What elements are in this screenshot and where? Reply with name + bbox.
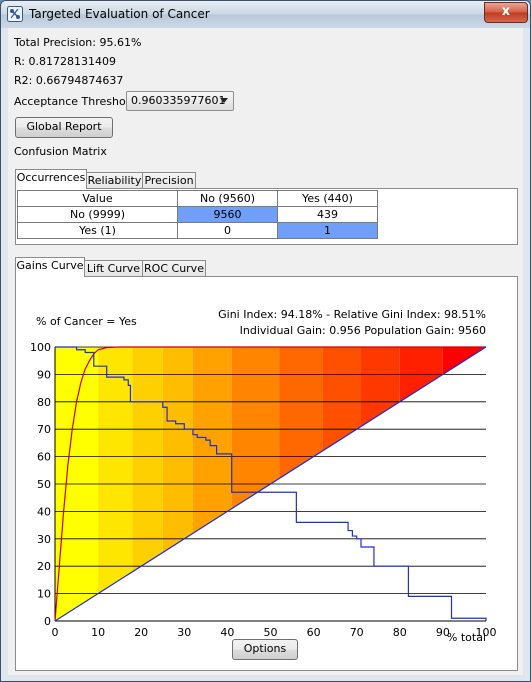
- window-title: Targeted Evaluation of Cancer: [29, 7, 210, 21]
- tab-occurrences[interactable]: Occurrences: [15, 169, 87, 189]
- y-tick-label: 60: [37, 451, 51, 464]
- tab-gains-curve[interactable]: Gains Curve: [15, 257, 85, 277]
- gain-band: [162, 347, 193, 553]
- gains-chart-panel: 0 10 20 30 40 50 60 70 80 90 100 0 10 20 30 40 50 60 70 80 9…: [15, 276, 518, 671]
- gain-info: Individual Gain: 0.956 Population Gain: …: [240, 324, 486, 337]
- series-line: [54, 346, 486, 622]
- cell-yes-yes[interactable]: 1: [277, 222, 378, 239]
- r2-value: R2: 0.66794874637: [14, 74, 124, 87]
- gain-band: [98, 347, 133, 594]
- y-axis-label: % of Cancer = Yes: [36, 315, 137, 328]
- tab-precision[interactable]: Precision: [142, 172, 196, 190]
- gain-band: [192, 347, 232, 534]
- gain-band: [361, 347, 400, 427]
- table-row: Yes (1) 0 1: [17, 222, 378, 239]
- y-tick-label: 40: [37, 505, 51, 518]
- y-tick-label: 20: [37, 560, 51, 573]
- x-tick-label: 100: [476, 626, 497, 639]
- app-icon: [7, 6, 23, 22]
- y-tick-label: 90: [37, 368, 51, 381]
- threshold-value: 0.960335977601: [131, 94, 226, 107]
- x-tick-label: 40: [220, 626, 234, 639]
- x-tick-label: 50: [264, 626, 278, 639]
- y-tick-label: 30: [37, 533, 51, 546]
- gain-band: [231, 347, 280, 509]
- global-report-button[interactable]: Global Report: [15, 117, 113, 138]
- title-bar[interactable]: Targeted Evaluation of Cancer x: [1, 1, 530, 28]
- close-button[interactable]: x: [484, 2, 528, 23]
- chevron-down-icon: [220, 98, 228, 103]
- options-button[interactable]: Options: [232, 639, 298, 660]
- cell-yes-no[interactable]: 0: [177, 222, 278, 239]
- gains-chart: 0 10 20 30 40 50 60 70 80 90 100 0 10 20 30 40 50 60 70 80 9…: [30, 308, 497, 644]
- table-row: No (9999) 9560 439: [17, 206, 378, 223]
- column-header-no: No (9560): [177, 190, 278, 207]
- cell-no-no[interactable]: 9560: [177, 206, 278, 223]
- y-tick-label: 50: [37, 478, 51, 491]
- tab-roc-curve[interactable]: ROC Curve: [142, 260, 206, 278]
- x-tick-label: 80: [393, 626, 407, 639]
- x-axis-label: % total: [447, 631, 486, 644]
- y-tick-label: 70: [37, 423, 51, 436]
- confusion-matrix-table: Value No (9560) Yes (440) No (9999) 9560…: [17, 190, 378, 239]
- threshold-label: Acceptance Threshold:: [14, 95, 140, 108]
- x-tick-label: 30: [177, 626, 191, 639]
- x-tick-label: 0: [52, 626, 59, 639]
- x-tick-label: 90: [436, 626, 450, 639]
- y-tick-label: 0: [44, 615, 51, 628]
- x-tick-label: 60: [307, 626, 321, 639]
- column-header-value: Value: [17, 190, 178, 207]
- total-precision: Total Precision: 95.61%: [14, 36, 142, 49]
- threshold-select[interactable]: 0.960335977601: [126, 91, 234, 111]
- y-tick-label: 100: [30, 341, 51, 354]
- gain-band: [279, 347, 323, 479]
- confusion-matrix-label: Confusion Matrix: [14, 145, 107, 158]
- gain-band: [322, 347, 362, 452]
- y-tick-label: 10: [37, 588, 51, 601]
- close-icon: x: [501, 4, 511, 19]
- y-tick-label: 80: [37, 396, 51, 409]
- series-line: [55, 346, 487, 621]
- series-line: [54, 346, 487, 622]
- tab-reliability[interactable]: Reliability: [86, 172, 143, 190]
- gini-info: Gini Index: 94.18% - Relative Gini Index…: [218, 308, 486, 321]
- x-tick-label: 10: [91, 626, 105, 639]
- row-label-no: No (9999): [17, 206, 178, 223]
- r-value: R: 0.81728131409: [14, 55, 116, 68]
- cell-no-yes[interactable]: 439: [277, 206, 378, 223]
- confusion-matrix-panel: Value No (9560) Yes (440) No (9999) 9560…: [15, 188, 518, 245]
- x-tick-label: 70: [350, 626, 364, 639]
- window-content: Total Precision: 95.61% R: 0.81728131409…: [8, 28, 523, 675]
- gain-band: [132, 347, 163, 572]
- table-header-row: Value No (9560) Yes (440): [17, 190, 378, 207]
- column-header-yes: Yes (440): [277, 190, 378, 207]
- x-tick-label: 20: [134, 626, 148, 639]
- tab-lift-curve[interactable]: Lift Curve: [84, 260, 143, 278]
- row-label-yes: Yes (1): [17, 222, 178, 239]
